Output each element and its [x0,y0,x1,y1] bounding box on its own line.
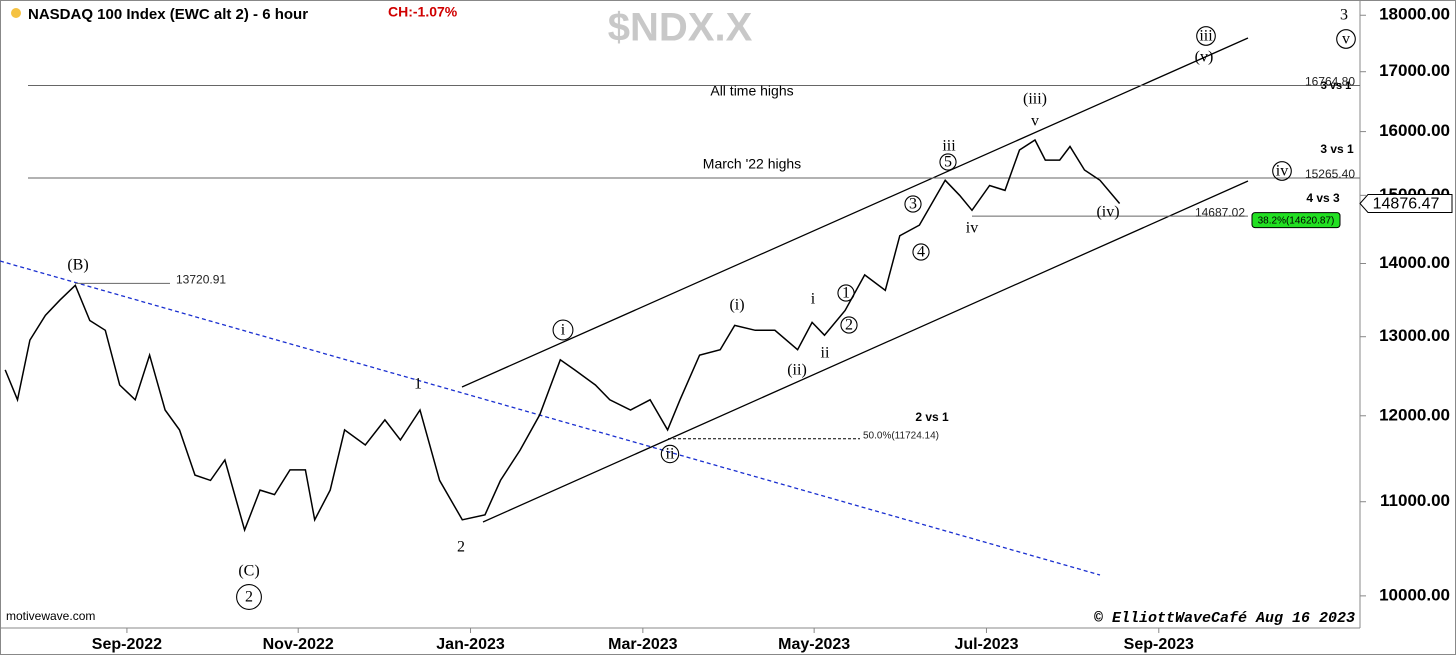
trend-line [0,260,1101,576]
level-label: 50.0%(11724.14) [863,430,939,441]
chart-title: NASDAQ 100 Index (EWC alt 2) - 6 hour [28,6,308,23]
y-tick-label: 12000.00 [1379,405,1450,424]
level-box [1251,212,1341,229]
source: motivewave.com [6,609,95,623]
y-tick-label: 11000.00 [1380,491,1450,510]
wave-label: 2 [845,317,853,334]
wave-label: iii [942,138,956,155]
watermark: $NDX.X [608,6,753,50]
wave-label: (C) [238,563,259,580]
wave-label: (iv) [1096,204,1119,221]
wave-label: 2 [457,539,465,556]
y-tick-label: 10000.00 [1379,585,1450,604]
wave-label: (iii) [1023,91,1047,108]
wave-label: iii [1199,28,1213,45]
wave-circle [1196,26,1216,46]
annotation: 3 vs 1 [1321,80,1352,92]
annotation: All time highs [710,83,793,99]
level-label: 15265.40 [1305,167,1355,181]
x-tick-label: Sep-2022 [92,636,162,653]
wave-label: (v) [1195,49,1214,66]
price-line [4,138,1121,533]
channel-upper [461,37,1249,388]
wave-label: i [811,291,816,308]
wave-circle [840,316,858,334]
wave-circle [939,153,957,171]
annotation: March '22 highs [703,156,801,172]
price-tag [1359,194,1453,214]
wave-circle [552,319,574,341]
wave-label: 3 [909,196,917,213]
wave-label: iv [1276,163,1288,180]
wave-label: 4 [917,244,925,261]
x-tick-label: Mar-2023 [608,636,677,653]
x-tick-label: Jan-2023 [436,636,505,653]
y-tick-label: 17000.00 [1379,61,1450,80]
wave-label: ii [666,446,675,463]
y-tick-label: 16000.00 [1379,121,1450,140]
y-tick-label: 13000.00 [1379,326,1450,345]
change-label: CH:-1.07% [388,4,458,20]
wave-label: 1 [414,376,422,393]
wave-label: 1 [842,285,850,302]
channel-lower [482,180,1249,523]
wave-circle [236,584,262,610]
wave-label: ii [821,345,830,362]
wave-label: (B) [67,257,88,274]
annotation: 4 vs 3 [1306,191,1340,205]
price-tag-label: 14876.47 [1373,196,1440,213]
wave-circle [1336,29,1356,49]
wave-circle [1272,161,1292,181]
wave-label: 2 [245,589,253,606]
annotation: 3 vs 1 [1320,142,1354,156]
y-tick-label: 18000.00 [1379,5,1450,24]
x-tick-label: Jul-2023 [954,636,1018,653]
wave-label: iv [966,220,978,237]
wave-circle [912,243,930,261]
wave-label: i [561,322,566,339]
y-tick-label: 14000.00 [1379,253,1450,272]
x-tick-label: Nov-2022 [263,636,334,653]
credit: © ElliottWaveCafé Aug 16 2023 [1094,610,1355,627]
x-tick-label: Sep-2023 [1124,636,1194,653]
annotation: 2 vs 1 [915,410,949,424]
level-label: 14687.02 [1195,205,1245,219]
wave-circle [837,284,855,302]
wave-label: 5 [944,154,952,171]
wave-circle [660,444,680,464]
level-label: 38.2%(14620.87) [1258,215,1335,226]
wave-circle [904,195,922,213]
wave-label: v [1031,113,1039,130]
level-label: 16764.80 [1305,75,1355,89]
status-dot [11,8,21,18]
level-label: 13720.91 [176,273,226,287]
x-tick-label: May-2023 [778,636,850,653]
wave-label: 3 [1340,7,1348,24]
wave-label: v [1342,31,1350,48]
wave-label: (ii) [787,362,807,379]
wave-label: (i) [729,297,744,314]
